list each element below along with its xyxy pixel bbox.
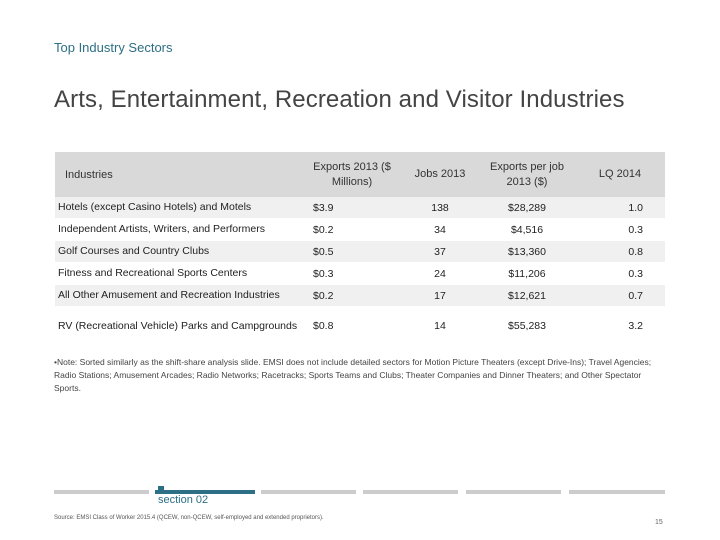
cell-exports-per-job: $28,289	[479, 197, 575, 219]
cell-jobs: 24	[401, 262, 479, 285]
section-nav-bar-6	[569, 490, 665, 494]
section-nav-bar-4	[363, 490, 458, 494]
source-note: Source: EMSI Class of Worker 2015.4 (QCE…	[54, 515, 324, 521]
cell-lq: 3.2	[575, 306, 665, 346]
cell-industry: Independent Artists, Writers, and Perfor…	[55, 218, 303, 241]
section-label: section 02	[158, 494, 209, 506]
cell-industry: All Other Amusement and Recreation Indus…	[55, 284, 303, 307]
cell-exports-per-job: $13,360	[479, 240, 575, 263]
page-number: 15	[655, 519, 663, 526]
table-row: Hotels (except Casino Hotels) and Motels…	[55, 197, 665, 219]
cell-exports: $0.2	[303, 284, 401, 307]
header-lq: LQ 2014	[575, 152, 665, 197]
industry-table: Industries Exports 2013 ($ Millions) Job…	[55, 152, 665, 346]
section-nav-bar-1	[54, 490, 149, 494]
cell-industry: RV (Recreational Vehicle) Parks and Camp…	[55, 306, 303, 346]
cell-exports-per-job: $55,283	[479, 306, 575, 346]
cell-industry: Golf Courses and Country Clubs	[55, 240, 303, 263]
section-nav-marker	[158, 486, 164, 490]
table-row: Fitness and Recreational Sports Centers …	[55, 262, 665, 285]
cell-exports: $0.5	[303, 240, 401, 263]
cell-lq: 0.8	[575, 240, 665, 263]
table-row: Golf Courses and Country Clubs $0.5 37 $…	[55, 240, 665, 263]
cell-exports-per-job: $11,206	[479, 262, 575, 285]
table-header-row: Industries Exports 2013 ($ Millions) Job…	[55, 152, 665, 197]
header-exports: Exports 2013 ($ Millions)	[303, 152, 401, 197]
cell-exports-per-job: $12,621	[479, 284, 575, 307]
table-row: RV (Recreational Vehicle) Parks and Camp…	[55, 306, 665, 346]
table-row: All Other Amusement and Recreation Indus…	[55, 284, 665, 307]
cell-lq: 0.3	[575, 262, 665, 285]
cell-jobs: 17	[401, 284, 479, 307]
cell-industry: Hotels (except Casino Hotels) and Motels	[55, 197, 303, 219]
cell-exports: $0.2	[303, 218, 401, 241]
section-kicker: Top Industry Sectors	[54, 40, 173, 55]
header-industries: Industries	[55, 152, 303, 197]
cell-exports-per-job: $4,516	[479, 218, 575, 241]
cell-jobs: 138	[401, 197, 479, 219]
cell-exports: $3.9	[303, 197, 401, 219]
cell-lq: 0.7	[575, 284, 665, 307]
section-nav-bar-active	[155, 490, 255, 494]
table-row: Independent Artists, Writers, and Perfor…	[55, 218, 665, 241]
footnote: •Note: Sorted similarly as the shift-sha…	[54, 357, 652, 393]
cell-jobs: 34	[401, 218, 479, 241]
section-nav-bar-3	[261, 490, 356, 494]
cell-lq: 0.3	[575, 218, 665, 241]
cell-exports: $0.3	[303, 262, 401, 285]
cell-jobs: 14	[401, 306, 479, 346]
cell-lq: 1.0	[575, 197, 665, 219]
header-jobs: Jobs 2013	[401, 152, 479, 197]
cell-exports: $0.8	[303, 306, 401, 346]
cell-jobs: 37	[401, 240, 479, 263]
page-title: Arts, Entertainment, Recreation and Visi…	[54, 86, 625, 113]
header-exports-per-job: Exports per job 2013 ($)	[479, 152, 575, 197]
section-nav-bar-5	[466, 490, 561, 494]
cell-industry: Fitness and Recreational Sports Centers	[55, 262, 303, 285]
